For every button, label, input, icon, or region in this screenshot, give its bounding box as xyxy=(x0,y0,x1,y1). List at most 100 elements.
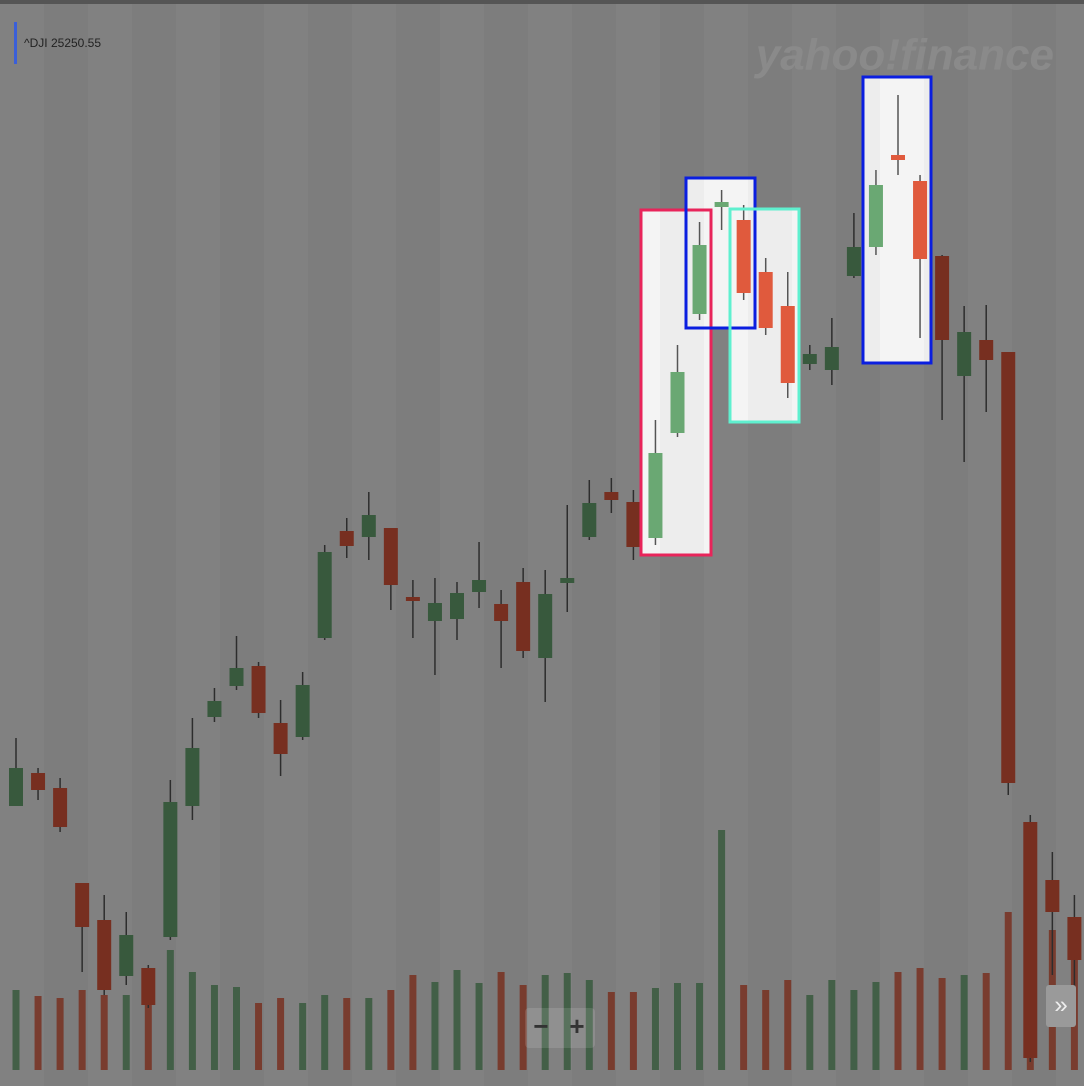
volume-bar xyxy=(519,985,527,1070)
candle-body xyxy=(846,247,861,276)
candle-body xyxy=(560,578,575,583)
candle-body xyxy=(31,773,46,790)
volume-bar xyxy=(475,983,483,1070)
volume-bar xyxy=(387,990,395,1070)
candle-body xyxy=(450,593,464,619)
highlight-box xyxy=(684,176,757,330)
volume-bar xyxy=(938,978,946,1070)
candle-body xyxy=(494,604,509,621)
candle-body xyxy=(207,701,222,717)
volume-bar xyxy=(784,980,792,1070)
volume-bar xyxy=(100,995,108,1070)
candle-body xyxy=(163,802,178,937)
volume-bar xyxy=(894,972,902,1070)
volume-bar xyxy=(343,998,351,1070)
candle-body xyxy=(295,685,310,737)
symbol-marker xyxy=(14,22,17,64)
volume-bar xyxy=(277,998,285,1070)
candle-body xyxy=(538,594,553,658)
candle-body xyxy=(427,603,442,621)
candle-body xyxy=(185,748,200,806)
candle-body xyxy=(1045,880,1060,912)
candle-body xyxy=(9,768,23,806)
scroll-button[interactable]: » xyxy=(1054,991,1067,1018)
candle-body xyxy=(935,256,950,340)
volume-bar xyxy=(563,973,571,1070)
volume-bar xyxy=(696,983,704,1070)
watermark: yahoo!finance xyxy=(754,31,1054,80)
candle-body xyxy=(604,492,619,500)
candle-body xyxy=(472,580,487,592)
candle-body xyxy=(979,340,994,360)
highlight-box xyxy=(639,208,713,557)
volume-bar xyxy=(718,830,726,1070)
zoom-in-button[interactable]: + xyxy=(569,1011,584,1041)
volume-bar xyxy=(762,990,770,1070)
candle-body xyxy=(582,503,597,537)
candle-body xyxy=(339,531,354,546)
volume-bar xyxy=(585,980,593,1070)
volume-bar xyxy=(916,968,924,1070)
volume-bar xyxy=(629,992,637,1070)
candle-body xyxy=(119,935,134,976)
volume-bar xyxy=(453,970,461,1070)
zoom-controls xyxy=(525,1008,595,1048)
candle-body xyxy=(692,245,707,314)
volume-bar xyxy=(431,982,439,1070)
candle-body xyxy=(273,723,288,754)
volume-bar xyxy=(1004,912,1012,1070)
volume-bar xyxy=(607,992,615,1070)
candle-body xyxy=(516,582,531,651)
volume-bar xyxy=(233,987,240,1070)
candle-body xyxy=(626,502,641,547)
volume-bar xyxy=(409,975,417,1070)
candle-body xyxy=(97,920,112,990)
volume-bar xyxy=(982,973,990,1070)
candle-body xyxy=(824,347,839,370)
marks xyxy=(9,95,1082,1070)
candle-body xyxy=(229,668,244,686)
zoom-out-button[interactable]: − xyxy=(533,1011,548,1041)
volume-bar xyxy=(188,972,196,1070)
candle-body xyxy=(780,306,795,383)
volume-bar xyxy=(960,975,968,1070)
volume-bar xyxy=(828,980,836,1070)
candle-body xyxy=(383,528,398,585)
volume-bar xyxy=(850,990,858,1070)
candle-body xyxy=(714,202,729,207)
volume-bar xyxy=(122,995,130,1070)
volume-bar xyxy=(299,1003,307,1070)
candle-body xyxy=(1067,917,1082,960)
volume-bar xyxy=(210,985,218,1070)
top-border xyxy=(0,0,1084,4)
candle-body xyxy=(141,968,156,1005)
candle-body xyxy=(1001,352,1016,783)
volume-bar xyxy=(674,983,681,1070)
candle-body xyxy=(361,515,376,537)
scroll-button-bg[interactable] xyxy=(1046,985,1076,1027)
candle-body xyxy=(758,272,773,328)
volume-bar xyxy=(806,995,814,1070)
candle-body xyxy=(913,181,928,259)
volume-bar xyxy=(651,988,659,1070)
volume-bar xyxy=(56,998,64,1070)
volume-bar xyxy=(321,995,329,1070)
volume-bar xyxy=(255,1003,263,1070)
volume-bar xyxy=(144,990,152,1070)
volume-bar xyxy=(497,972,505,1070)
candle-body xyxy=(317,552,332,638)
volume-bar xyxy=(365,998,373,1070)
symbol-label: ^DJI 25250.55 xyxy=(24,36,101,50)
highlight-box xyxy=(861,75,933,365)
volume-bar xyxy=(34,996,42,1070)
candle-body xyxy=(670,372,685,433)
candle-body xyxy=(891,155,905,160)
volume-bar xyxy=(12,990,20,1070)
volume-bar xyxy=(541,975,549,1070)
volume-bar xyxy=(872,982,880,1070)
candle-body xyxy=(957,332,972,376)
candle-body xyxy=(75,883,90,927)
